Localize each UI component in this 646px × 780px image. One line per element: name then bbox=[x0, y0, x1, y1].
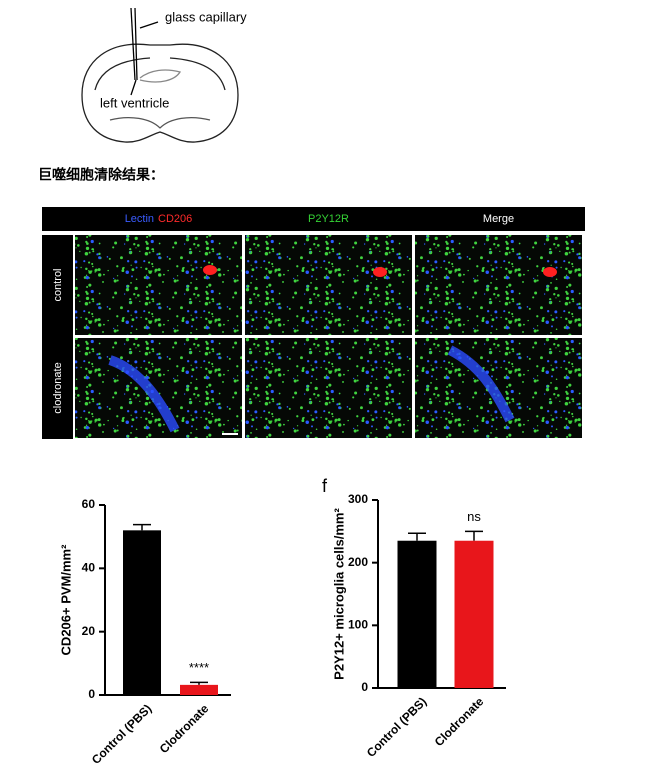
column-header: P2Y12R bbox=[308, 213, 349, 225]
heading: 巨噬细胞清除结果： bbox=[38, 167, 164, 183]
microscopy-panel: Lectin CD206 P2Y12R Merge control clodronate bbox=[42, 207, 585, 439]
micrograph bbox=[415, 338, 582, 438]
y-tick-label: 200 bbox=[348, 555, 368, 569]
column-header-part: P2Y12R bbox=[308, 213, 349, 225]
column-header: Lectin CD206 bbox=[125, 213, 193, 225]
x-tick-label: Control (PBS) bbox=[364, 694, 430, 760]
significance-label: ns bbox=[467, 509, 481, 524]
vessel bbox=[447, 345, 515, 423]
micrograph bbox=[415, 235, 582, 335]
bar bbox=[180, 684, 218, 695]
micrograph bbox=[75, 338, 242, 438]
panel-label: f bbox=[322, 476, 328, 496]
header-bar bbox=[42, 207, 585, 231]
diagram-label: glass capillary bbox=[165, 9, 247, 24]
diagram-label: left ventricle bbox=[100, 95, 169, 110]
x-tick-label: Control (PBS) bbox=[89, 701, 155, 767]
y-tick-label: 0 bbox=[361, 680, 368, 694]
row-label: control bbox=[52, 268, 64, 301]
bar bbox=[123, 530, 161, 695]
row-label: clodronate bbox=[52, 362, 64, 413]
bar bbox=[397, 540, 437, 688]
y-axis-label: P2Y12+ microglia cells/mm² bbox=[331, 508, 346, 680]
row-label-bar bbox=[42, 235, 73, 439]
y-tick-label: 60 bbox=[82, 497, 96, 511]
y-tick-label: 300 bbox=[348, 492, 368, 506]
x-tick-label: Clodronate bbox=[157, 701, 212, 756]
significance-label: **** bbox=[189, 660, 209, 675]
bar bbox=[454, 540, 494, 688]
pvm-cell bbox=[203, 265, 217, 275]
x-tick-label: Clodronate bbox=[432, 694, 487, 749]
pvm-cell bbox=[373, 267, 387, 277]
column-header-part: Merge bbox=[483, 213, 514, 225]
pvm-cell bbox=[543, 267, 557, 277]
y-tick-label: 0 bbox=[88, 687, 95, 701]
micrograph bbox=[245, 338, 412, 438]
column-header: Merge bbox=[483, 213, 514, 225]
column-header-part: CD206 bbox=[158, 213, 192, 225]
y-tick-label: 100 bbox=[348, 618, 368, 632]
y-tick-label: 40 bbox=[82, 561, 96, 575]
micrograph bbox=[245, 235, 412, 335]
vessel bbox=[108, 355, 180, 433]
y-tick-label: 20 bbox=[82, 624, 96, 638]
y-axis-label: CD206+ PVM/mm² bbox=[58, 544, 73, 656]
brain-diagram bbox=[81, 7, 239, 143]
micrograph bbox=[75, 235, 242, 335]
column-header-part: Lectin bbox=[125, 213, 154, 225]
